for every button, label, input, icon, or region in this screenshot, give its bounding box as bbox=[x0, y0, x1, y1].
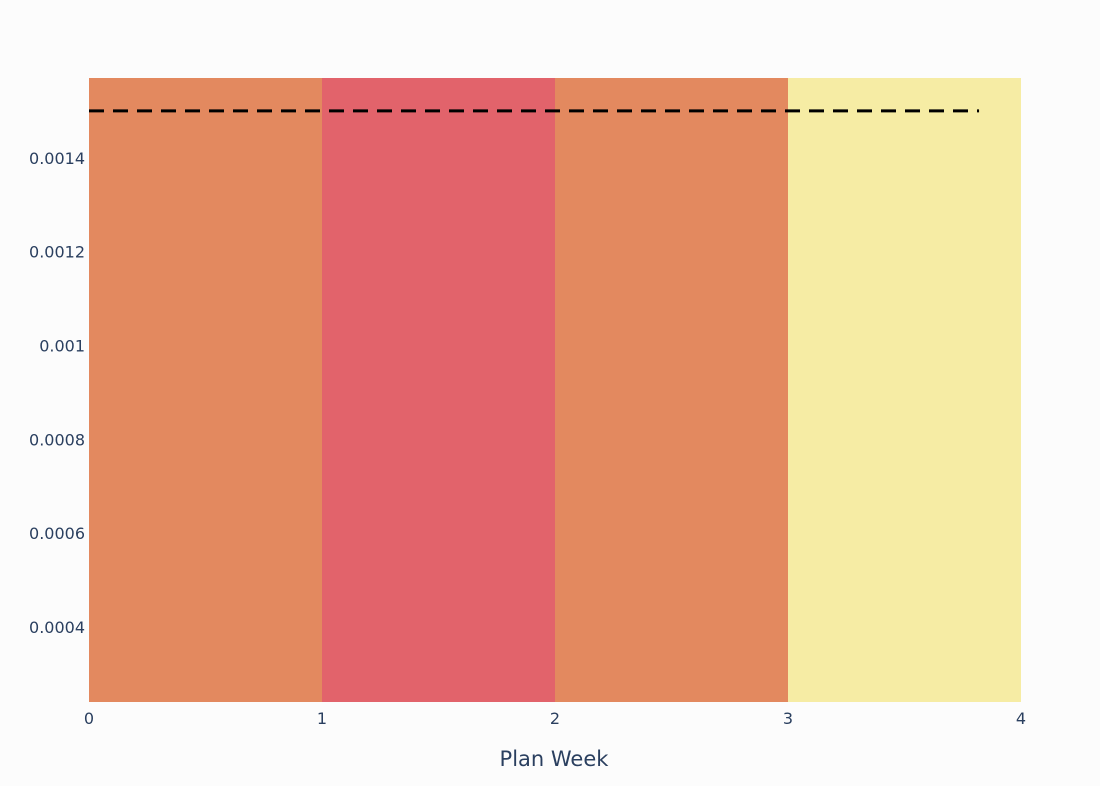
week-band-3 bbox=[788, 78, 1021, 702]
week-band-1 bbox=[322, 78, 555, 702]
y-tick-label: 0.001 bbox=[39, 336, 85, 355]
week-band-0 bbox=[89, 78, 322, 702]
x-axis-ticks: 0 1 2 3 4 bbox=[84, 709, 1026, 728]
week-band-2 bbox=[555, 78, 788, 702]
y-axis-ticks: 0.0004 0.0006 0.0008 0.001 0.0012 0.0014 bbox=[29, 149, 85, 637]
y-tick-label: 0.0004 bbox=[29, 618, 85, 637]
y-tick-label: 0.0012 bbox=[29, 243, 85, 262]
y-tick-label: 0.0008 bbox=[29, 430, 85, 449]
x-tick-label: 0 bbox=[84, 709, 94, 728]
plot-bands bbox=[89, 78, 1021, 702]
x-tick-label: 2 bbox=[550, 709, 560, 728]
y-tick-label: 0.0014 bbox=[29, 149, 85, 168]
x-tick-label: 4 bbox=[1016, 709, 1026, 728]
x-tick-label: 3 bbox=[783, 709, 793, 728]
x-tick-label: 1 bbox=[317, 709, 327, 728]
x-axis-title: Plan Week bbox=[500, 747, 610, 771]
y-tick-label: 0.0006 bbox=[29, 524, 85, 543]
